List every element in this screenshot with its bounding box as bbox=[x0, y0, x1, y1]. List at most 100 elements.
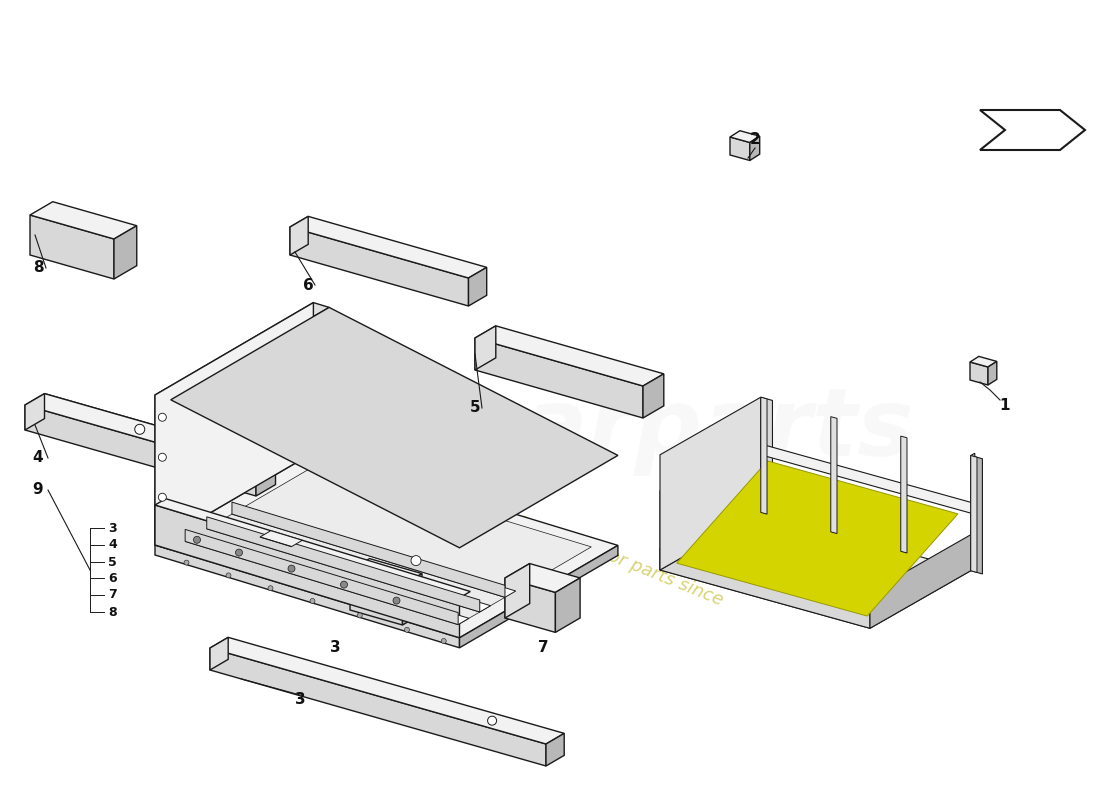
Polygon shape bbox=[350, 558, 422, 585]
Polygon shape bbox=[870, 534, 971, 628]
Text: 1: 1 bbox=[1000, 398, 1010, 413]
Polygon shape bbox=[660, 549, 870, 628]
Polygon shape bbox=[660, 434, 761, 570]
Polygon shape bbox=[761, 444, 971, 513]
Polygon shape bbox=[730, 137, 750, 161]
Polygon shape bbox=[210, 638, 564, 744]
Polygon shape bbox=[750, 136, 760, 161]
Circle shape bbox=[158, 414, 166, 422]
Polygon shape bbox=[155, 453, 618, 638]
Polygon shape bbox=[44, 394, 275, 485]
Circle shape bbox=[288, 565, 295, 572]
Circle shape bbox=[158, 494, 166, 502]
Text: 3: 3 bbox=[108, 522, 117, 534]
Text: 4: 4 bbox=[108, 538, 117, 551]
Polygon shape bbox=[232, 508, 516, 598]
Polygon shape bbox=[256, 459, 275, 496]
Polygon shape bbox=[660, 397, 761, 570]
Polygon shape bbox=[290, 216, 486, 278]
Polygon shape bbox=[971, 455, 982, 574]
Polygon shape bbox=[210, 648, 546, 766]
Polygon shape bbox=[505, 578, 556, 632]
Circle shape bbox=[441, 638, 447, 643]
Polygon shape bbox=[30, 202, 136, 239]
Text: 5: 5 bbox=[108, 555, 117, 569]
Polygon shape bbox=[761, 397, 767, 514]
Polygon shape bbox=[970, 357, 997, 367]
Polygon shape bbox=[469, 267, 486, 306]
Circle shape bbox=[134, 424, 145, 434]
Polygon shape bbox=[505, 563, 580, 592]
Polygon shape bbox=[730, 130, 760, 142]
Polygon shape bbox=[403, 574, 422, 625]
Polygon shape bbox=[155, 302, 314, 545]
Polygon shape bbox=[25, 405, 256, 496]
Polygon shape bbox=[25, 394, 275, 471]
Text: 7: 7 bbox=[538, 641, 548, 655]
Polygon shape bbox=[546, 734, 564, 766]
Polygon shape bbox=[350, 570, 403, 625]
Text: 2: 2 bbox=[749, 133, 760, 147]
Polygon shape bbox=[30, 215, 114, 279]
Polygon shape bbox=[155, 505, 460, 638]
Circle shape bbox=[235, 549, 242, 556]
Circle shape bbox=[487, 716, 496, 725]
Polygon shape bbox=[505, 563, 530, 618]
Polygon shape bbox=[460, 546, 618, 648]
Polygon shape bbox=[185, 530, 458, 625]
Polygon shape bbox=[207, 522, 491, 612]
Polygon shape bbox=[207, 517, 480, 612]
Polygon shape bbox=[682, 471, 856, 586]
Text: 6: 6 bbox=[108, 571, 117, 585]
Polygon shape bbox=[475, 338, 644, 418]
Text: 3: 3 bbox=[295, 693, 306, 707]
Polygon shape bbox=[988, 362, 997, 385]
Polygon shape bbox=[971, 455, 977, 573]
Polygon shape bbox=[232, 502, 505, 598]
Circle shape bbox=[184, 560, 189, 565]
Polygon shape bbox=[980, 110, 1085, 150]
Polygon shape bbox=[290, 216, 308, 255]
Polygon shape bbox=[155, 545, 460, 648]
Polygon shape bbox=[25, 394, 44, 430]
Text: 8: 8 bbox=[33, 261, 43, 275]
Polygon shape bbox=[970, 362, 988, 385]
Polygon shape bbox=[260, 537, 292, 546]
Circle shape bbox=[226, 573, 231, 578]
Circle shape bbox=[268, 586, 273, 590]
Polygon shape bbox=[260, 530, 302, 546]
Polygon shape bbox=[676, 461, 958, 616]
Polygon shape bbox=[170, 307, 618, 548]
Circle shape bbox=[158, 454, 166, 462]
Text: 9: 9 bbox=[33, 482, 43, 498]
Polygon shape bbox=[155, 302, 329, 400]
Polygon shape bbox=[644, 374, 663, 418]
Text: 5: 5 bbox=[470, 401, 481, 415]
Polygon shape bbox=[155, 395, 170, 550]
Polygon shape bbox=[556, 578, 580, 632]
Polygon shape bbox=[114, 226, 136, 279]
Polygon shape bbox=[155, 498, 471, 598]
Circle shape bbox=[194, 536, 200, 543]
Polygon shape bbox=[182, 464, 592, 626]
Circle shape bbox=[341, 581, 348, 588]
Circle shape bbox=[358, 613, 362, 618]
Text: 8: 8 bbox=[108, 606, 117, 618]
Polygon shape bbox=[210, 638, 228, 670]
Text: 3: 3 bbox=[330, 641, 340, 655]
Polygon shape bbox=[475, 326, 663, 386]
Circle shape bbox=[393, 597, 400, 604]
Text: 6: 6 bbox=[302, 278, 313, 293]
Text: 4: 4 bbox=[33, 450, 43, 466]
Circle shape bbox=[405, 627, 409, 632]
Circle shape bbox=[411, 555, 421, 566]
Polygon shape bbox=[290, 227, 469, 306]
Polygon shape bbox=[185, 535, 469, 625]
Text: eurocarparts: eurocarparts bbox=[226, 384, 914, 476]
Polygon shape bbox=[761, 397, 772, 516]
Polygon shape bbox=[475, 326, 496, 370]
Text: 7: 7 bbox=[108, 589, 117, 602]
Polygon shape bbox=[971, 454, 975, 570]
Circle shape bbox=[310, 598, 315, 603]
Text: a passion for parts since: a passion for parts since bbox=[515, 510, 725, 610]
